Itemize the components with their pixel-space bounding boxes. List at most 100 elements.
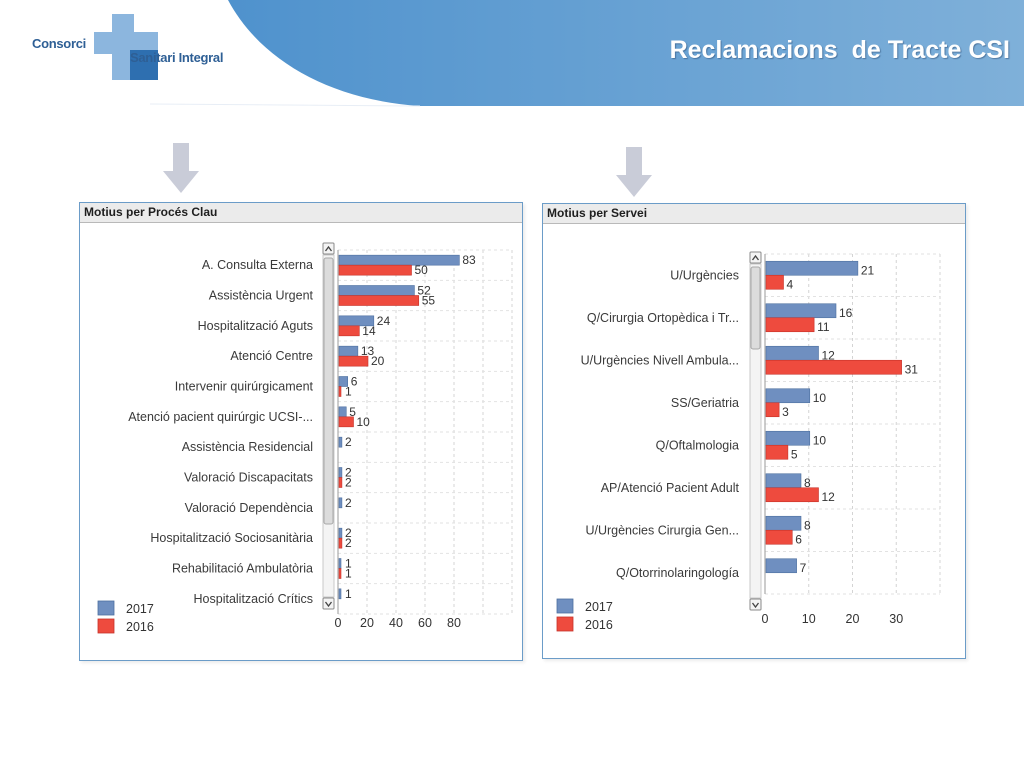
category-label: U/Urgències Cirurgia Gen... — [585, 523, 739, 537]
x-tick-label: 60 — [418, 616, 432, 630]
data-label: 50 — [415, 263, 429, 277]
legend-swatch — [556, 598, 574, 614]
bar-2016 — [765, 359, 902, 375]
scroll-down-button — [322, 597, 335, 610]
data-label: 8 — [804, 476, 811, 490]
data-label: 4 — [787, 277, 794, 291]
bar-2017 — [765, 345, 819, 361]
panel-title: Motius per Procés Clau — [80, 203, 522, 223]
data-label: 7 — [800, 561, 807, 575]
x-tick-label: 0 — [762, 612, 769, 626]
bar-2017 — [338, 345, 359, 357]
data-label: 10 — [357, 415, 371, 429]
bar-2017 — [338, 406, 347, 418]
chevron-down-icon — [751, 602, 760, 609]
data-label: 24 — [377, 314, 391, 328]
bar-2017 — [765, 303, 837, 319]
data-label: 1 — [345, 557, 352, 571]
category-label: Q/Cirurgia Ortopèdica i Tr... — [587, 311, 739, 325]
bar-2016 — [765, 317, 815, 333]
bar-2017 — [765, 558, 797, 574]
x-tick-label: 80 — [447, 616, 461, 630]
logo: Consorci Sanitari Integral — [32, 14, 242, 84]
data-label: 31 — [905, 362, 919, 376]
scroll-up-button — [749, 251, 762, 264]
category-label: U/Urgències — [670, 268, 739, 282]
category-label: AP/Atenció Pacient Adult — [601, 481, 740, 495]
data-label: 6 — [795, 532, 802, 546]
category-label: Assistència Urgent — [209, 289, 314, 303]
bar-2016 — [338, 416, 354, 428]
data-label: 12 — [822, 490, 836, 504]
bar-2016 — [338, 568, 342, 579]
x-tick-label: 20 — [360, 616, 374, 630]
bar-2016 — [765, 487, 819, 503]
category-label: Hospitalització Sociosanitària — [150, 531, 313, 545]
category-label: Hospitalització Aguts — [198, 319, 313, 333]
data-label: 2 — [345, 496, 352, 510]
data-label: 1 — [345, 385, 352, 399]
bar-2016 — [765, 274, 784, 290]
page-title: Reclamacions de Tracte CSI — [669, 36, 1010, 64]
category-label: Rehabilitació Ambulatòria — [172, 562, 313, 576]
bar-2017 — [765, 430, 811, 446]
category-label: U/Urgències Nivell Ambula... — [581, 353, 739, 367]
bar-2017 — [338, 497, 343, 509]
chart-panel-servei: Motius per Servei U/Urgències 21 4 Q/Cirurg… — [542, 203, 966, 659]
bar-2016 — [338, 295, 420, 306]
legend-swatch — [97, 600, 115, 616]
legend-swatch — [556, 616, 574, 632]
bar-2017 — [765, 515, 802, 531]
category-label: Atenció pacient quirúrgic UCSI-... — [128, 410, 313, 424]
category-label: Hospitalització Crítics — [194, 592, 313, 606]
x-tick-label: 10 — [802, 612, 816, 626]
bar-2017 — [338, 558, 342, 569]
bar-2017 — [338, 254, 460, 266]
category-label: Intervenir quirúrgicament — [175, 380, 314, 394]
category-label: Q/Oftalmologia — [656, 438, 739, 452]
category-label: A. Consulta Externa — [202, 258, 313, 272]
scrollbar-thumb — [323, 257, 334, 525]
data-label: 52 — [417, 284, 431, 298]
bar-2016 — [338, 477, 343, 488]
bar-2017 — [338, 467, 343, 478]
chevron-up-icon — [324, 245, 333, 252]
scroll-down-button — [749, 598, 762, 611]
bar-2016 — [765, 402, 780, 418]
bar-2017 — [338, 527, 343, 539]
legend-label: 2016 — [126, 620, 154, 634]
scroll-up-button — [322, 242, 335, 255]
data-label: 3 — [782, 405, 789, 419]
data-label: 1 — [345, 587, 352, 601]
category-label: Atenció Centre — [230, 349, 313, 363]
data-label: 21 — [861, 263, 875, 277]
bar-2016 — [338, 325, 360, 337]
category-label: Valoració Discapacitats — [184, 471, 313, 485]
bar-chart-servei: U/Urgències 21 4 Q/Cirurgia Ortopèdica i Tr… — [556, 251, 941, 632]
data-label: 55 — [422, 294, 436, 308]
x-tick-label: 30 — [889, 612, 903, 626]
legend-label: 2017 — [126, 602, 154, 616]
category-label: Assistència Residencial — [182, 440, 313, 454]
data-label: 13 — [361, 344, 375, 358]
logo-cross-icon — [94, 14, 158, 80]
data-label: 10 — [813, 433, 827, 447]
panel-title: Motius per Servei — [543, 204, 965, 224]
data-label: 12 — [822, 348, 836, 362]
header-banner — [149, 0, 1024, 107]
bar-2017 — [765, 388, 811, 404]
data-label: 5 — [349, 405, 356, 419]
scrollbar-thumb — [750, 266, 761, 350]
data-label: 2 — [345, 536, 352, 550]
data-label: 20 — [371, 354, 385, 368]
data-label: 16 — [839, 306, 853, 320]
scrollbar-track — [749, 263, 762, 599]
data-label: 14 — [362, 324, 376, 338]
data-label: 6 — [351, 375, 358, 389]
chevron-up-icon — [751, 254, 760, 261]
data-label: 2 — [345, 435, 352, 449]
data-label: 2 — [345, 526, 352, 540]
arrow-down-icon — [163, 143, 199, 193]
bar-2016 — [338, 355, 369, 367]
